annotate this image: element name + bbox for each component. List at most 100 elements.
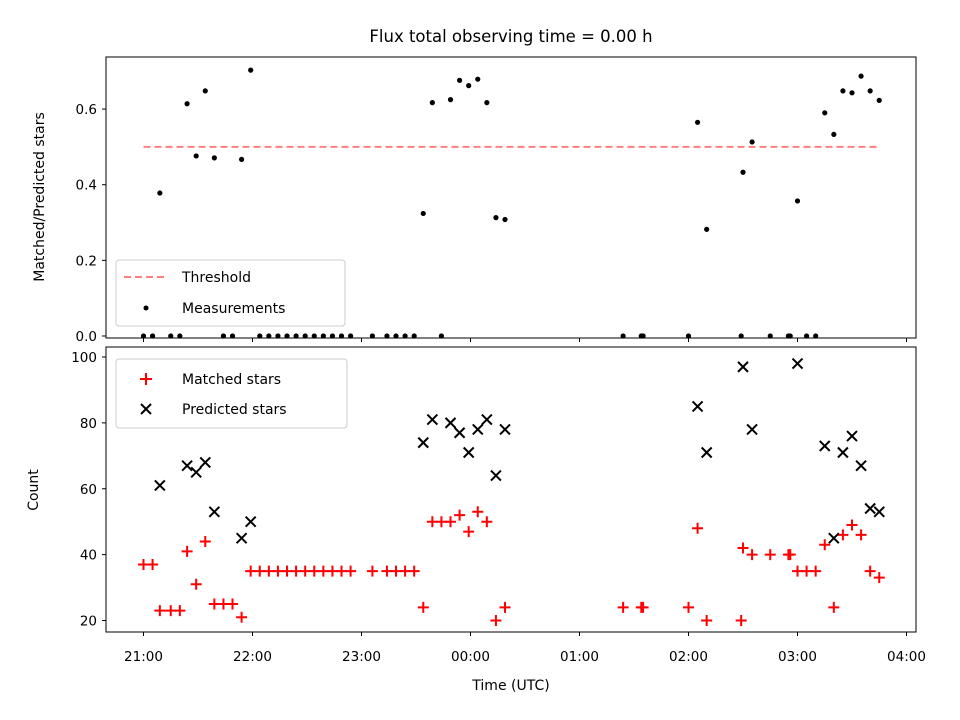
matched-star-point <box>701 615 713 626</box>
bottom-y-tick-label: 60 <box>80 482 97 498</box>
top-y-axis-label: Matched/Predicted stars <box>32 112 48 282</box>
matched-star-point <box>445 516 457 528</box>
measurement-point <box>466 83 472 89</box>
matched-star-point <box>828 601 840 613</box>
matched-star-point <box>855 529 867 541</box>
measurement-point <box>193 153 199 159</box>
predicted-star-point <box>481 413 493 426</box>
measurement-point <box>229 333 236 339</box>
matched-star-point <box>481 516 493 528</box>
measurement-point <box>293 333 299 339</box>
top-x-ticks <box>143 338 907 342</box>
predicted-star-point <box>691 400 704 413</box>
matched-star-point <box>637 601 649 613</box>
matched-star-point <box>154 605 166 617</box>
top-y-ticks: 0.0 0.2 0.4 0.6 <box>76 102 106 345</box>
measurement-point <box>402 333 408 339</box>
measurement-point <box>275 333 281 339</box>
measurement-point <box>239 156 245 162</box>
measurement-point <box>876 97 882 103</box>
predicted-star-point <box>499 423 511 436</box>
measurement-point <box>266 333 272 339</box>
predicted-star-point <box>208 506 221 518</box>
measurement-point <box>620 333 626 339</box>
matched-star-point <box>864 565 876 577</box>
top-series <box>140 67 882 339</box>
bottom-panel: 20 40 60 80 100 21:00 22:00 23:00 00:00 01:00 02:… <box>26 346 926 694</box>
measurement-point <box>157 190 163 196</box>
matched-star-point <box>735 615 747 626</box>
predicted-star-point <box>453 427 466 439</box>
predicted-star-point <box>864 502 876 515</box>
matched-star-point <box>366 565 378 577</box>
measurement-point <box>640 333 646 339</box>
matched-star-point <box>199 535 211 547</box>
measurement-point <box>338 333 345 339</box>
x-tick-label: 22:00 <box>233 649 272 665</box>
matched-star-point <box>190 578 202 590</box>
legend-measurements-swatch <box>143 305 149 311</box>
measurement-point <box>438 333 445 339</box>
measurement-point <box>740 169 746 175</box>
top-y-tick-label: 0.4 <box>76 178 97 194</box>
bottom-y-axis-label: Count <box>26 469 42 511</box>
predicted-star-point <box>855 459 867 472</box>
bottom-y-tick-label: 40 <box>80 548 97 564</box>
measurement-point <box>447 97 454 103</box>
matched-star-point <box>746 549 758 561</box>
top-legend-frame <box>115 259 346 327</box>
top-panel: 0.0 0.2 0.4 0.6 Matched/Predicted stars Thr… <box>32 56 917 345</box>
matched-star-point <box>764 549 776 561</box>
measurement-point <box>767 333 773 339</box>
matched-star-point <box>227 598 239 610</box>
predicted-star-point <box>737 361 749 373</box>
legend-threshold-label: Threshold <box>181 270 251 286</box>
x-tick-label: 23:00 <box>342 649 381 665</box>
top-legend: Threshold Measurements <box>115 259 346 327</box>
predicted-star-point <box>490 469 502 482</box>
measurement-point <box>867 88 873 94</box>
measurement-point <box>694 119 701 125</box>
measurement-point <box>803 333 810 339</box>
matched-star-point <box>472 506 484 518</box>
top-y-tick-label: 0.2 <box>76 253 97 269</box>
matched-star-point <box>810 565 822 577</box>
x-tick-label: 03:00 <box>778 649 817 665</box>
measurement-point <box>329 333 336 339</box>
matched-star-point <box>846 519 858 531</box>
matched-star-point <box>408 565 420 577</box>
predicted-star-point <box>181 459 193 472</box>
predicted-star-point <box>828 532 840 544</box>
measurement-point <box>348 333 354 339</box>
matched-star-point <box>617 601 629 613</box>
measurement-point <box>502 216 508 223</box>
measurement-point <box>822 110 828 116</box>
predicted-star-point <box>819 440 831 452</box>
measurement-point <box>858 73 864 79</box>
measurement-point <box>475 76 481 82</box>
matched-star-point <box>784 549 796 561</box>
matched-star-point <box>692 522 704 534</box>
measurement-point <box>211 155 217 161</box>
measurement-point <box>787 333 793 339</box>
x-tick-label: 02:00 <box>669 649 708 665</box>
matched-star-point <box>499 601 511 613</box>
predicted-star-point <box>426 413 439 426</box>
measurement-point <box>484 100 490 106</box>
predicted-star-point <box>700 446 713 459</box>
x-axis-label: Time (UTC) <box>471 678 549 694</box>
measurement-point <box>738 333 744 339</box>
measurement-point <box>493 215 499 221</box>
predicted-star-point <box>444 417 457 429</box>
measurement-point <box>140 333 147 339</box>
matched-star-point <box>490 615 502 626</box>
x-tick-label: 01:00 <box>560 649 599 665</box>
matched-star-point <box>147 559 159 571</box>
measurement-point <box>257 333 263 339</box>
measurement-point <box>311 333 317 339</box>
bottom-y-tick-label: 80 <box>80 416 97 432</box>
measurement-point <box>248 67 254 73</box>
matched-star-point <box>174 605 186 617</box>
predicted-star-point <box>837 446 849 459</box>
chart-title: Flux total observing time = 0.00 h <box>369 27 652 46</box>
